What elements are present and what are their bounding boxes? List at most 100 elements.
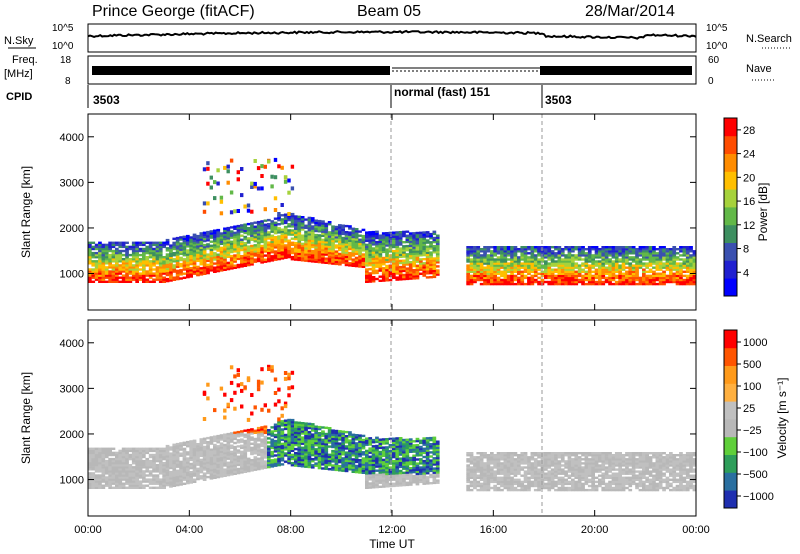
heatmap-cell [253,431,258,434]
heatmap-cell [304,428,308,431]
heatmap-cell [679,246,683,249]
heatmap-cell [503,258,508,261]
heatmap-cell [358,467,362,470]
heatmap-cell [341,249,345,252]
heatmap-cell [517,250,521,253]
heatmap-cell [537,260,541,263]
heatmap-cell [152,241,156,244]
heatmap-cell [240,430,244,433]
heatmap-cell [283,437,288,441]
heatmap-cell [473,252,477,255]
heatmap-cell [625,246,629,249]
heatmap-cell [250,467,254,470]
heatmap-cell [277,216,281,220]
heatmap-cell [165,467,170,470]
heatmap-cell [101,247,106,251]
heatmap-cell [365,486,369,489]
heatmap-cell [152,251,156,255]
heatmap-cell [111,245,116,249]
heatmap-cell [101,455,106,459]
heatmap-cell [223,470,227,473]
heatmap-cell [378,438,383,441]
heatmap-cell [162,468,166,471]
heatmap-cell [338,436,342,439]
heatmap-cell [385,442,389,445]
heatmap-cell [243,250,248,253]
heatmap-cell [398,239,403,242]
heatmap-cell [88,462,92,465]
heatmap-cell [635,252,639,255]
heatmap-cell [351,466,356,469]
heatmap-cell [131,462,136,465]
heatmap-cell [614,270,619,273]
heatmap-cell [571,262,575,265]
heatmap-cell [368,276,373,279]
heatmap-cell [273,221,278,224]
heatmap-cell [361,457,366,460]
heatmap-cell [206,201,210,206]
heatmap-cell [354,258,359,262]
heatmap-cell [189,481,193,484]
heatmap-cell [547,252,552,255]
heatmap-cell [155,476,160,479]
heatmap-cell [591,260,595,263]
heatmap-cell [625,282,629,286]
heatmap-cell [91,449,96,453]
heatmap-cell [317,230,322,233]
heatmap-cell [307,455,312,458]
heatmap-cell [378,246,383,250]
heatmap-cell [246,231,251,234]
heatmap-cell [385,238,389,241]
heatmap-cell [341,236,345,240]
heatmap-cell [338,458,342,462]
heatmap-cell [297,256,302,260]
heatmap-cell [371,486,376,489]
heatmap-cell [135,453,139,457]
heatmap-cell [628,278,633,282]
heatmap-cell [466,250,470,253]
heatmap-cell [415,272,420,276]
heatmap-cell [402,261,406,264]
heatmap-cell [223,408,227,413]
heatmap-cell [196,239,200,242]
heatmap-cell [422,239,427,242]
heatmap-cell [375,448,379,452]
heatmap-cell [388,445,393,449]
heatmap-cell [155,262,160,265]
heatmap-cell [216,459,221,462]
heatmap-cell [219,462,224,466]
heatmap-cell [614,268,619,271]
heatmap-cell [250,250,254,254]
heatmap-cell [395,251,400,255]
heatmap-cell [324,467,329,470]
heatmap-cell [267,431,271,434]
heatmap-cell [689,250,693,253]
freq-tick-bottom: 8 [65,76,71,87]
heatmap-cell [300,458,305,462]
heatmap-cell [574,270,579,273]
heatmap-cell [175,275,180,279]
heatmap-cell [378,440,383,443]
heatmap-cell [469,254,474,257]
heatmap-cell [240,265,244,268]
heatmap-cell [388,482,393,486]
heatmap-cell [638,250,643,253]
heatmap-cell [182,252,187,255]
heatmap-cell [192,445,197,449]
heatmap-cell [169,454,173,457]
heatmap-cell [172,445,177,448]
heatmap-cell [128,253,133,257]
heatmap-cell [263,427,268,430]
heatmap-cell [233,264,237,267]
heatmap-cell [533,262,538,265]
heatmap-cell [344,233,349,236]
heatmap-cell [354,264,359,268]
heatmap-cell [88,251,92,255]
heatmap-cell [256,239,261,242]
heatmap-cell [91,457,96,461]
heatmap-cell [338,263,342,266]
heatmap-cell [307,259,312,263]
heatmap-cell [429,245,433,248]
heatmap-cell [162,278,166,281]
heatmap-cell [682,260,687,263]
